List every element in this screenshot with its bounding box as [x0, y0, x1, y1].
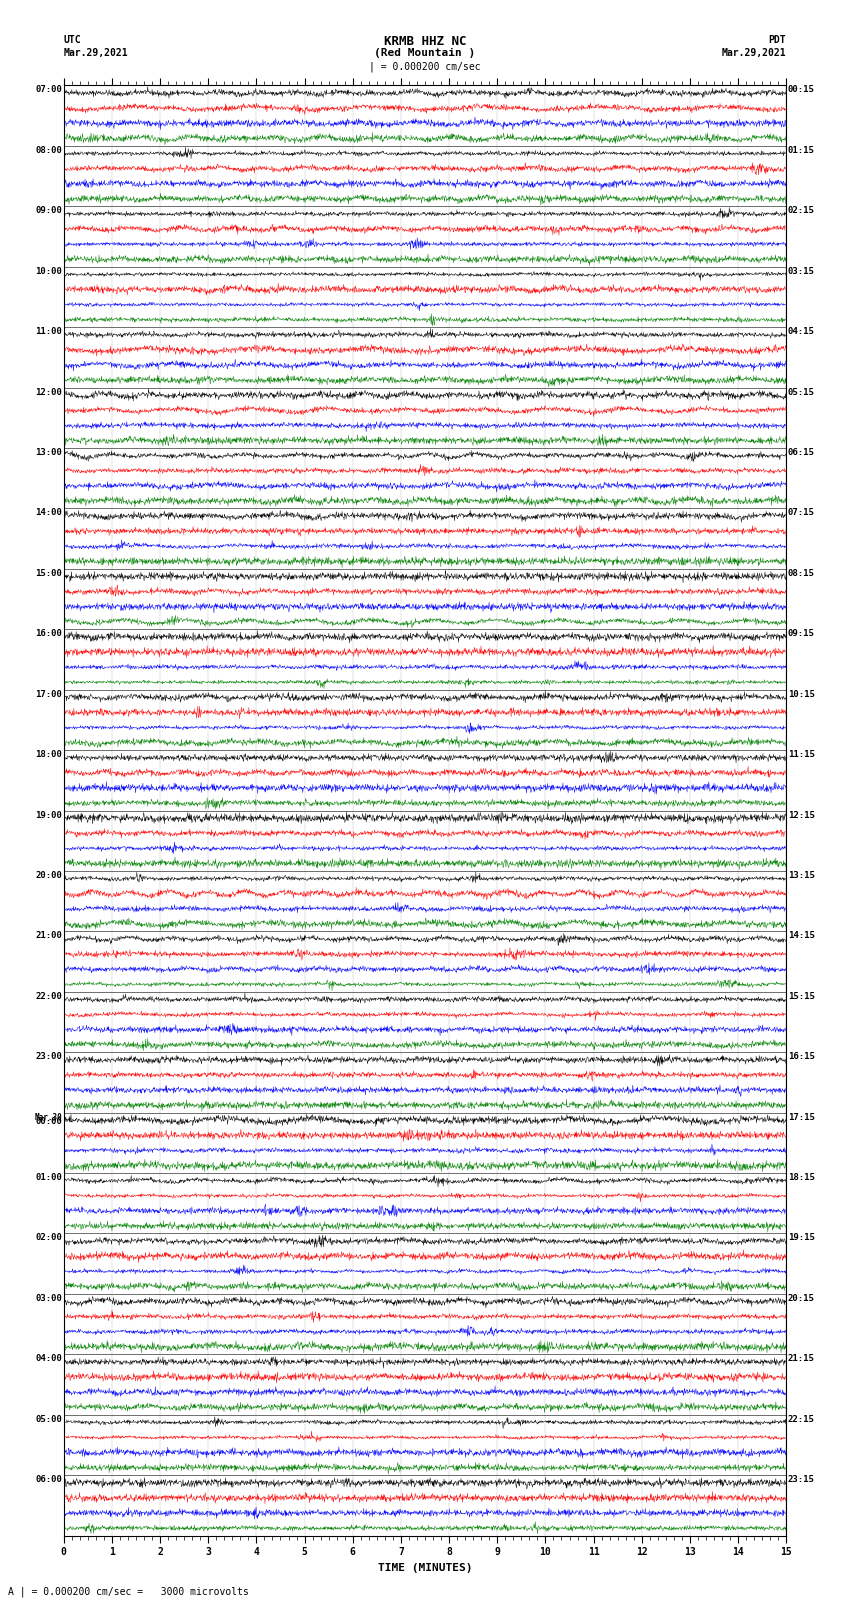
- Text: 20:15: 20:15: [788, 1294, 814, 1303]
- Text: 09:00: 09:00: [36, 206, 62, 215]
- Text: 11:15: 11:15: [788, 750, 814, 760]
- Text: 13:15: 13:15: [788, 871, 814, 881]
- Text: | = 0.000200 cm/sec: | = 0.000200 cm/sec: [369, 61, 481, 73]
- Text: 14:00: 14:00: [36, 508, 62, 518]
- Text: 06:00: 06:00: [36, 1476, 62, 1484]
- Text: 22:15: 22:15: [788, 1415, 814, 1424]
- Text: 05:00: 05:00: [36, 1415, 62, 1424]
- Text: KRMB HHZ NC: KRMB HHZ NC: [383, 35, 467, 48]
- Text: 03:15: 03:15: [788, 266, 814, 276]
- Text: 19:15: 19:15: [788, 1234, 814, 1242]
- Text: 23:00: 23:00: [36, 1052, 62, 1061]
- Text: Mar.29,2021: Mar.29,2021: [64, 48, 128, 58]
- Text: 04:15: 04:15: [788, 327, 814, 336]
- Text: 05:15: 05:15: [788, 387, 814, 397]
- Text: 14:15: 14:15: [788, 931, 814, 940]
- Text: 16:00: 16:00: [36, 629, 62, 639]
- Text: 18:15: 18:15: [788, 1173, 814, 1182]
- Text: 13:00: 13:00: [36, 448, 62, 456]
- Text: 17:15: 17:15: [788, 1113, 814, 1121]
- Text: 01:00: 01:00: [36, 1173, 62, 1182]
- Text: 20:00: 20:00: [36, 871, 62, 881]
- Text: 08:15: 08:15: [788, 569, 814, 577]
- Text: 15:15: 15:15: [788, 992, 814, 1000]
- Text: UTC: UTC: [64, 35, 82, 45]
- Text: 22:00: 22:00: [36, 992, 62, 1000]
- Text: 07:15: 07:15: [788, 508, 814, 518]
- Text: 07:00: 07:00: [36, 85, 62, 95]
- Text: 16:15: 16:15: [788, 1052, 814, 1061]
- Text: 23:15: 23:15: [788, 1476, 814, 1484]
- Text: A | = 0.000200 cm/sec =   3000 microvolts: A | = 0.000200 cm/sec = 3000 microvolts: [8, 1586, 249, 1597]
- Text: 09:15: 09:15: [788, 629, 814, 639]
- Text: 02:15: 02:15: [788, 206, 814, 215]
- Text: 21:00: 21:00: [36, 931, 62, 940]
- Text: 10:00: 10:00: [36, 266, 62, 276]
- Text: Mar.29,2021: Mar.29,2021: [722, 48, 786, 58]
- Text: Mar.30: Mar.30: [35, 1113, 62, 1121]
- X-axis label: TIME (MINUTES): TIME (MINUTES): [377, 1563, 473, 1573]
- Text: PDT: PDT: [768, 35, 786, 45]
- Text: 15:00: 15:00: [36, 569, 62, 577]
- Text: 19:00: 19:00: [36, 811, 62, 819]
- Text: 12:15: 12:15: [788, 811, 814, 819]
- Text: 17:00: 17:00: [36, 690, 62, 698]
- Text: 10:15: 10:15: [788, 690, 814, 698]
- Text: 00:00: 00:00: [36, 1116, 62, 1126]
- Text: 11:00: 11:00: [36, 327, 62, 336]
- Text: 01:15: 01:15: [788, 145, 814, 155]
- Text: 08:00: 08:00: [36, 145, 62, 155]
- Text: 04:00: 04:00: [36, 1355, 62, 1363]
- Text: 00:15: 00:15: [788, 85, 814, 95]
- Text: 18:00: 18:00: [36, 750, 62, 760]
- Text: (Red Mountain ): (Red Mountain ): [374, 48, 476, 58]
- Text: 03:00: 03:00: [36, 1294, 62, 1303]
- Text: 02:00: 02:00: [36, 1234, 62, 1242]
- Text: 21:15: 21:15: [788, 1355, 814, 1363]
- Text: 12:00: 12:00: [36, 387, 62, 397]
- Text: 06:15: 06:15: [788, 448, 814, 456]
